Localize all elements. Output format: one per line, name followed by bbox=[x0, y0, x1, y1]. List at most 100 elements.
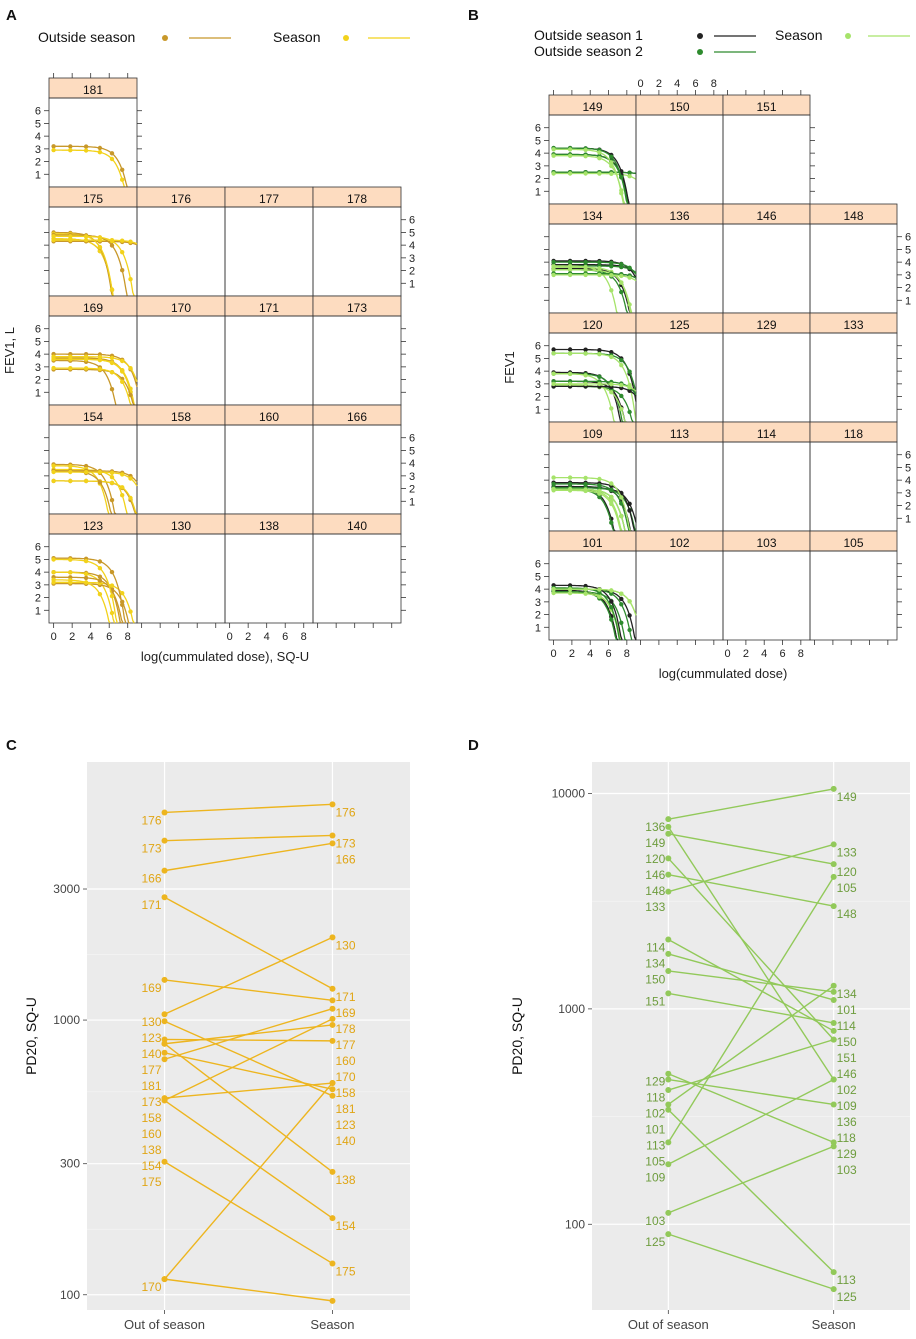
dose-point bbox=[97, 235, 103, 240]
subject-id-label: 151 bbox=[645, 994, 665, 1008]
subject-point bbox=[665, 823, 672, 830]
subject-id-label: 173 bbox=[347, 301, 367, 315]
dose-point bbox=[551, 347, 556, 352]
dose-response-curve bbox=[52, 238, 114, 297]
plot-background bbox=[592, 762, 910, 1310]
y-axis-title: PD20, SQ-U bbox=[23, 997, 39, 1075]
subject-point bbox=[161, 1276, 168, 1283]
subject-line bbox=[667, 938, 835, 1032]
subject-point bbox=[329, 997, 336, 1004]
dose-point bbox=[97, 244, 103, 250]
subject-point bbox=[830, 1076, 837, 1083]
subject-line bbox=[164, 834, 333, 842]
dose-point bbox=[120, 177, 125, 182]
subject-line bbox=[668, 1145, 834, 1214]
y-tick-label: 1 bbox=[535, 622, 541, 634]
subject-id-label: 154 bbox=[335, 1219, 355, 1233]
subject-line bbox=[164, 1278, 333, 1302]
dose-point bbox=[583, 482, 588, 487]
dose-point bbox=[120, 493, 125, 498]
x-tick-label: 6 bbox=[106, 631, 112, 643]
dose-point bbox=[51, 557, 56, 562]
y-tick-label: 3000 bbox=[53, 882, 80, 896]
y-tick-label: 1 bbox=[905, 295, 911, 307]
x-tick-label: 6 bbox=[282, 631, 288, 643]
dose-point bbox=[109, 470, 115, 475]
subject-line bbox=[667, 1109, 835, 1273]
y-tick-label: 1 bbox=[905, 513, 911, 525]
y-tick-label: 3 bbox=[535, 597, 541, 609]
dose-point bbox=[83, 354, 89, 359]
x-tick-label: Season bbox=[310, 1317, 354, 1332]
subject-id-label: 176 bbox=[335, 805, 355, 819]
subject-point bbox=[329, 832, 336, 839]
dose-point bbox=[68, 144, 73, 149]
x-tick-label: Out of season bbox=[628, 1317, 709, 1332]
dose-point bbox=[627, 627, 632, 633]
x-tick-label: 4 bbox=[587, 648, 593, 660]
subject-point bbox=[665, 1087, 672, 1094]
y-tick-label: 6 bbox=[535, 341, 541, 353]
dose-response-curve bbox=[52, 233, 114, 297]
dose-point bbox=[128, 392, 133, 398]
dose-point bbox=[567, 587, 573, 592]
y-tick-label: 4 bbox=[535, 366, 541, 378]
subject-line bbox=[667, 985, 835, 1106]
dose-point bbox=[583, 171, 588, 176]
y-tick-label: 4 bbox=[535, 584, 541, 596]
panel-frame bbox=[635, 223, 724, 314]
subject-id-label: 113 bbox=[670, 427, 689, 441]
dose-point bbox=[109, 610, 115, 616]
y-tick-label: 5 bbox=[35, 554, 41, 566]
dose-point bbox=[619, 289, 624, 295]
legend-label: Season bbox=[775, 27, 822, 43]
dose-point bbox=[609, 599, 614, 604]
y-tick-label: 5 bbox=[409, 445, 415, 457]
subject-line bbox=[668, 843, 834, 893]
panel-frame bbox=[136, 315, 226, 406]
x-tick-label: Season bbox=[812, 1317, 856, 1332]
subject-line bbox=[668, 992, 834, 1024]
dose-point bbox=[609, 520, 614, 525]
subject-id-label: 134 bbox=[645, 956, 665, 970]
subject-line bbox=[668, 1233, 834, 1290]
subject-line bbox=[668, 1038, 834, 1091]
y-tick-label: 1 bbox=[35, 387, 41, 399]
x-tick-label: 0 bbox=[227, 631, 233, 643]
dose-point bbox=[128, 476, 133, 481]
subject-id-label: 171 bbox=[141, 898, 161, 912]
subject-id-label: 158 bbox=[141, 1111, 161, 1125]
panel-frame bbox=[136, 424, 226, 515]
subject-id-label: 140 bbox=[141, 1047, 161, 1061]
subject-id-label: 178 bbox=[335, 1022, 355, 1036]
dose-point bbox=[109, 480, 115, 485]
x-tick-label: 8 bbox=[301, 631, 307, 643]
subject-point bbox=[830, 1286, 837, 1293]
subject-point bbox=[161, 1011, 168, 1018]
dose-point bbox=[597, 266, 602, 271]
dose-point bbox=[51, 234, 56, 239]
panel-frame bbox=[224, 424, 314, 515]
subject-point bbox=[329, 985, 336, 992]
x-tick-label: 0 bbox=[51, 631, 57, 643]
dose-point bbox=[609, 171, 614, 176]
subject-id-label: 103 bbox=[645, 1214, 665, 1228]
x-tick-label: 4 bbox=[264, 631, 270, 643]
dose-point bbox=[68, 557, 73, 562]
subject-line bbox=[164, 1099, 333, 1219]
dose-point bbox=[120, 602, 125, 607]
dose-response-curve bbox=[52, 234, 128, 297]
panel-frame bbox=[312, 315, 402, 406]
dose-response-curve bbox=[552, 274, 637, 282]
x-tick-label: 4 bbox=[88, 631, 94, 643]
y-tick-label: 6 bbox=[35, 106, 41, 118]
subject-id-label: 136 bbox=[669, 209, 689, 223]
panel-frame bbox=[312, 206, 402, 297]
dose-point bbox=[597, 272, 602, 278]
subject-line bbox=[667, 857, 835, 1041]
dose-point bbox=[109, 569, 115, 575]
subject-id-label: 133 bbox=[843, 318, 863, 332]
subject-point bbox=[830, 841, 837, 848]
dose-point bbox=[109, 238, 115, 244]
